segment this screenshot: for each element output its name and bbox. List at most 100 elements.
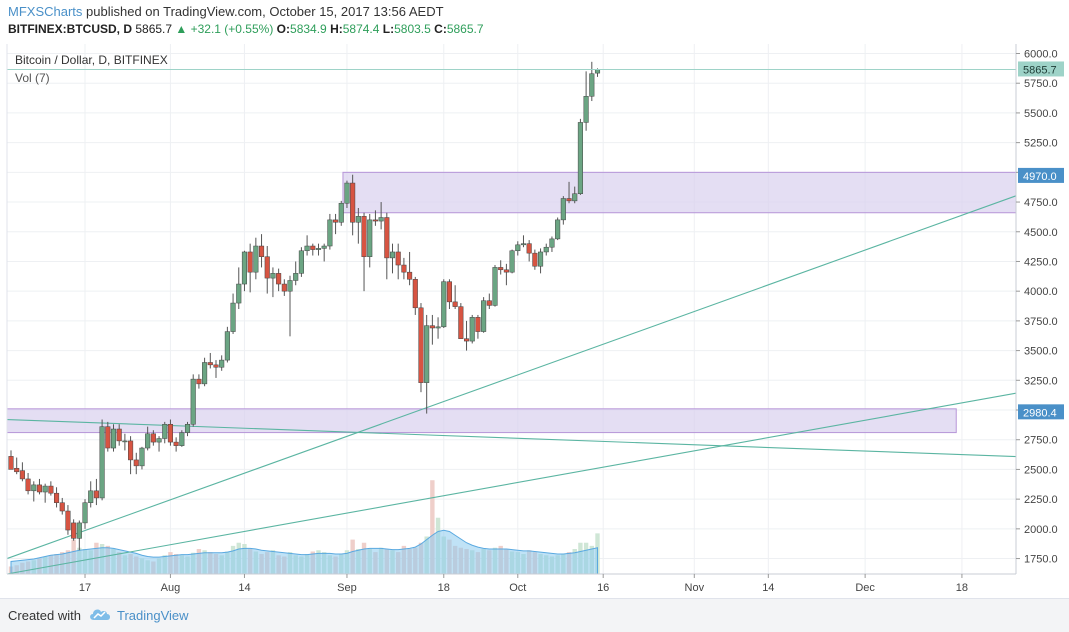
- candle-up: [560, 196, 566, 225]
- candle-down: [526, 240, 532, 262]
- candle-body: [230, 302, 236, 332]
- candle-body: [145, 433, 151, 449]
- candle-body: [555, 219, 561, 240]
- x-tick-label: 16: [597, 582, 609, 594]
- candle-body: [463, 338, 470, 342]
- candle-body: [19, 470, 25, 480]
- candle-body: [48, 485, 54, 494]
- candle-up: [481, 297, 487, 333]
- candle-down: [65, 505, 71, 535]
- trendline-2: [6, 195, 1017, 560]
- candle-down: [54, 487, 60, 508]
- candle-down: [452, 285, 458, 309]
- high-label: H:: [330, 22, 343, 36]
- candle-up: [378, 202, 384, 230]
- candle-up: [344, 180, 350, 208]
- y-tick-label: 1750.0: [1024, 554, 1058, 566]
- candle-body: [486, 300, 492, 306]
- candle-down: [395, 243, 401, 280]
- chart-header: MFXSCharts published on TradingView.com,…: [0, 0, 1069, 44]
- axes: 6000.05750.05500.05250.05000.04750.04500…: [6, 44, 1064, 594]
- candle-body: [572, 193, 578, 202]
- candle-down: [196, 374, 202, 389]
- candle-down: [532, 249, 538, 270]
- candle-up: [293, 261, 299, 286]
- y-tick-label: 3750.0: [1024, 316, 1058, 328]
- candle-body: [179, 432, 185, 446]
- last-price: 5865.7: [135, 22, 173, 36]
- candle-down: [486, 293, 492, 309]
- trendline-1: [6, 418, 1017, 458]
- candle-body: [133, 459, 139, 467]
- candle-body: [59, 502, 65, 512]
- y-tick-label: 4250.0: [1024, 256, 1058, 268]
- candle-down: [59, 497, 65, 515]
- candle-down: [116, 424, 122, 446]
- candle-body: [173, 441, 179, 446]
- candle-body: [384, 217, 390, 259]
- candle-body: [281, 283, 287, 292]
- candle-down: [458, 303, 464, 339]
- y-tick-label: 4000.0: [1024, 286, 1058, 298]
- candle-up: [520, 235, 527, 248]
- trendlines: [6, 195, 1017, 575]
- low-value: 5803.5: [394, 22, 431, 36]
- candle-up: [88, 481, 94, 508]
- candle-body: [190, 378, 196, 425]
- candle-up: [270, 267, 276, 298]
- candle-up: [99, 419, 105, 501]
- price-chart[interactable]: 6000.05750.05500.05250.05000.04750.04500…: [0, 44, 1069, 598]
- candle-up: [179, 430, 185, 447]
- footer-bar: Created with TradingView: [0, 598, 1069, 632]
- candle-down: [25, 472, 31, 495]
- candle-body: [310, 245, 316, 250]
- candle-up: [509, 249, 515, 274]
- candle-body: [429, 325, 435, 329]
- price-label-bg: [1018, 404, 1064, 420]
- candle-up: [145, 426, 151, 451]
- candle-up: [321, 243, 327, 262]
- candle-body: [122, 440, 128, 443]
- y-tick-label: 3250.0: [1024, 375, 1058, 387]
- candle-up: [110, 424, 117, 452]
- tradingview-cloud-icon[interactable]: [88, 606, 112, 622]
- candle-down: [407, 251, 413, 286]
- candlestick-series: [8, 61, 601, 551]
- candle-body: [162, 424, 168, 439]
- candle-down: [418, 303, 424, 393]
- tradingview-link[interactable]: TradingView: [117, 608, 189, 623]
- candle-body: [36, 484, 43, 493]
- y-tick-label: 2250.0: [1024, 494, 1058, 506]
- candle-down: [19, 462, 25, 482]
- candle-body: [304, 245, 310, 252]
- candle-down: [384, 212, 390, 280]
- candle-body: [287, 280, 293, 292]
- candle-up: [583, 71, 589, 131]
- candle-body: [526, 243, 532, 254]
- y-tick-label: 2500.0: [1024, 464, 1058, 476]
- x-tick-label: Sep: [337, 582, 357, 594]
- candle-up: [572, 186, 578, 204]
- candle-body: [213, 364, 219, 368]
- candle-body: [93, 490, 99, 499]
- candle-down: [93, 478, 99, 506]
- y-tick-label: 4750.0: [1024, 197, 1058, 209]
- candle-body: [520, 243, 527, 246]
- candle-up: [315, 243, 322, 256]
- candle-body: [128, 440, 134, 461]
- candle-body: [378, 217, 384, 222]
- candle-down: [276, 268, 282, 292]
- candle-body: [469, 317, 475, 342]
- candle-up: [435, 317, 441, 339]
- candle-body: [224, 331, 230, 361]
- candle-body: [333, 219, 339, 223]
- x-tick-label: Oct: [509, 582, 526, 594]
- candle-up: [184, 421, 191, 437]
- candle-up: [304, 235, 310, 256]
- candle-down: [8, 450, 14, 470]
- price-change: ▲ +32.1 (+0.55%): [175, 22, 274, 36]
- candle-down: [48, 481, 54, 496]
- candle-body: [498, 267, 504, 271]
- author-link[interactable]: MFXSCharts: [8, 4, 83, 19]
- symbol-label: BITFINEX:BTCUSD, D: [8, 22, 132, 36]
